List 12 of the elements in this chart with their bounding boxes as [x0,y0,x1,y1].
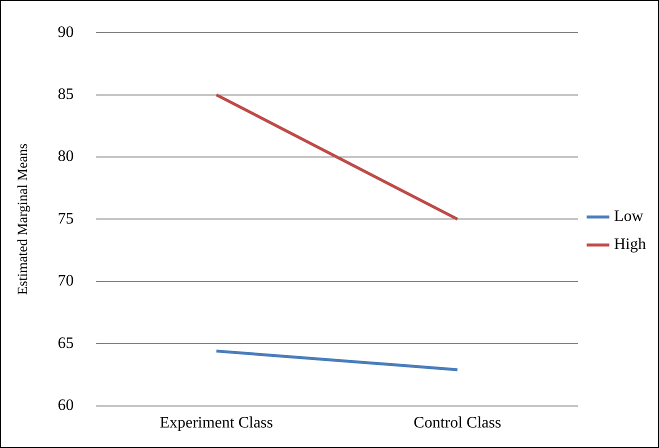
y-tick-label: 70 [58,272,74,290]
legend-label: High [614,236,646,254]
y-tick-label: 90 [58,24,74,41]
y-axis-title: Estimated Marginal Means [16,144,32,295]
legend-label: Low [614,208,644,226]
y-tick-label: 80 [58,148,74,166]
y-tick-label: 85 [58,86,74,104]
y-tick-label: 65 [58,334,74,352]
x-tick-label: Control Class [414,414,502,432]
x-tick-label: Experiment Class [160,414,274,432]
y-tick-label: 75 [58,210,74,228]
y-tick-label: 60 [58,397,74,414]
